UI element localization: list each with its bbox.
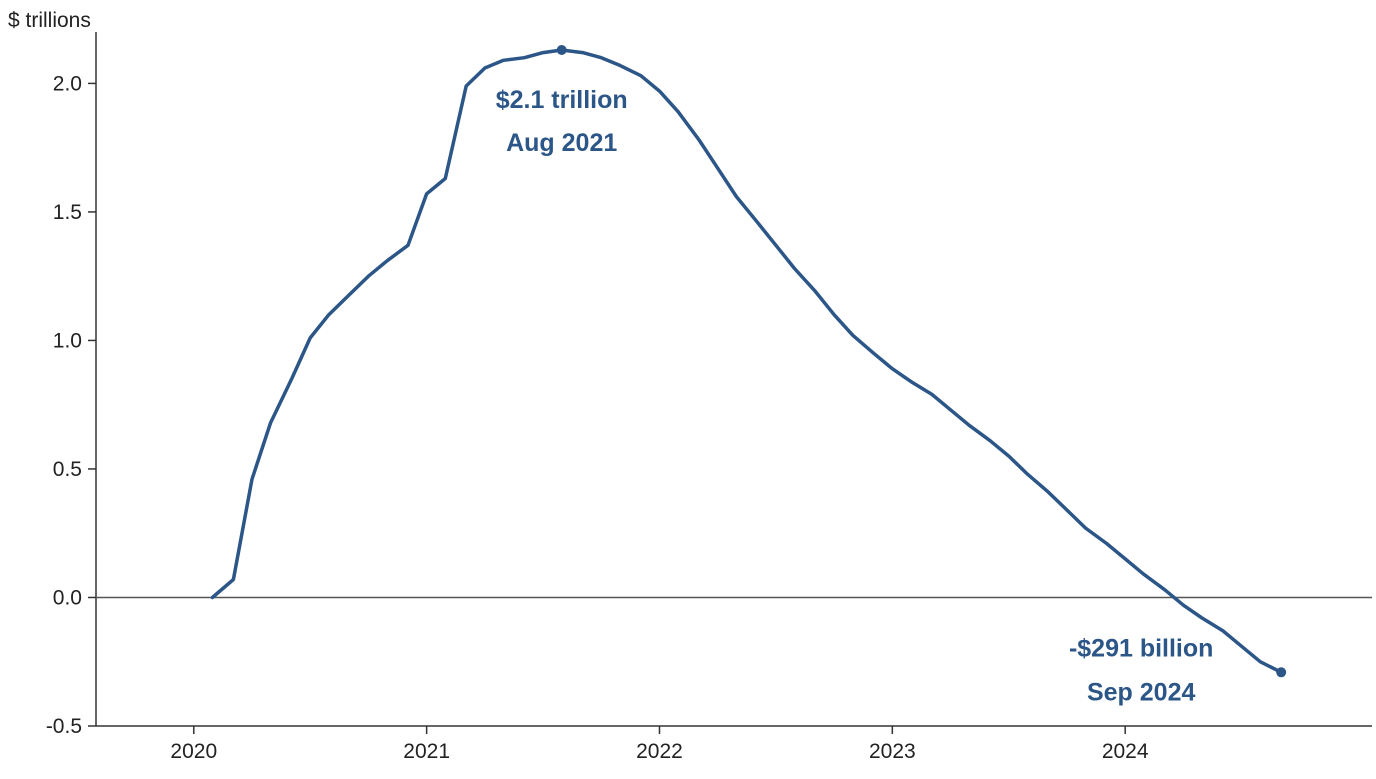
y-tick-label: 1.0 bbox=[53, 329, 82, 352]
annotation-date: Aug 2021 bbox=[506, 129, 617, 157]
axes bbox=[95, 32, 1372, 727]
x-tick-label: 2020 bbox=[170, 740, 217, 763]
y-axis-ticks: 2.0 1.5 1.0 0.5 0.0 -0.5 bbox=[46, 72, 96, 738]
x-tick-label: 2021 bbox=[403, 740, 450, 763]
y-tick-label: 0.5 bbox=[53, 458, 82, 481]
annotation-point bbox=[556, 44, 567, 55]
series-line bbox=[210, 48, 1283, 675]
y-tick-label: -0.5 bbox=[46, 715, 82, 738]
y-tick-label: 2.0 bbox=[53, 72, 82, 95]
annotation-label: -$291 billion bbox=[1069, 634, 1213, 662]
annotation-point bbox=[1276, 667, 1287, 678]
annotation-label: $2.1 trillion bbox=[496, 86, 628, 114]
annotation-layer: $2.1 trillion Aug 2021 -$291 billion Sep 20… bbox=[496, 44, 1287, 706]
x-tick-label: 2023 bbox=[869, 740, 916, 763]
y-tick-label: 1.5 bbox=[53, 201, 82, 224]
y-unit-label: $ trillions bbox=[8, 9, 91, 32]
series-layer bbox=[210, 48, 1283, 675]
annotation-date: Sep 2024 bbox=[1087, 678, 1196, 706]
x-tick-label: 2024 bbox=[1102, 740, 1149, 763]
x-tick-label: 2022 bbox=[636, 740, 683, 763]
x-axis-ticks: 2020 2021 2022 2023 2024 bbox=[170, 726, 1149, 763]
y-tick-label: 0.0 bbox=[53, 586, 82, 609]
